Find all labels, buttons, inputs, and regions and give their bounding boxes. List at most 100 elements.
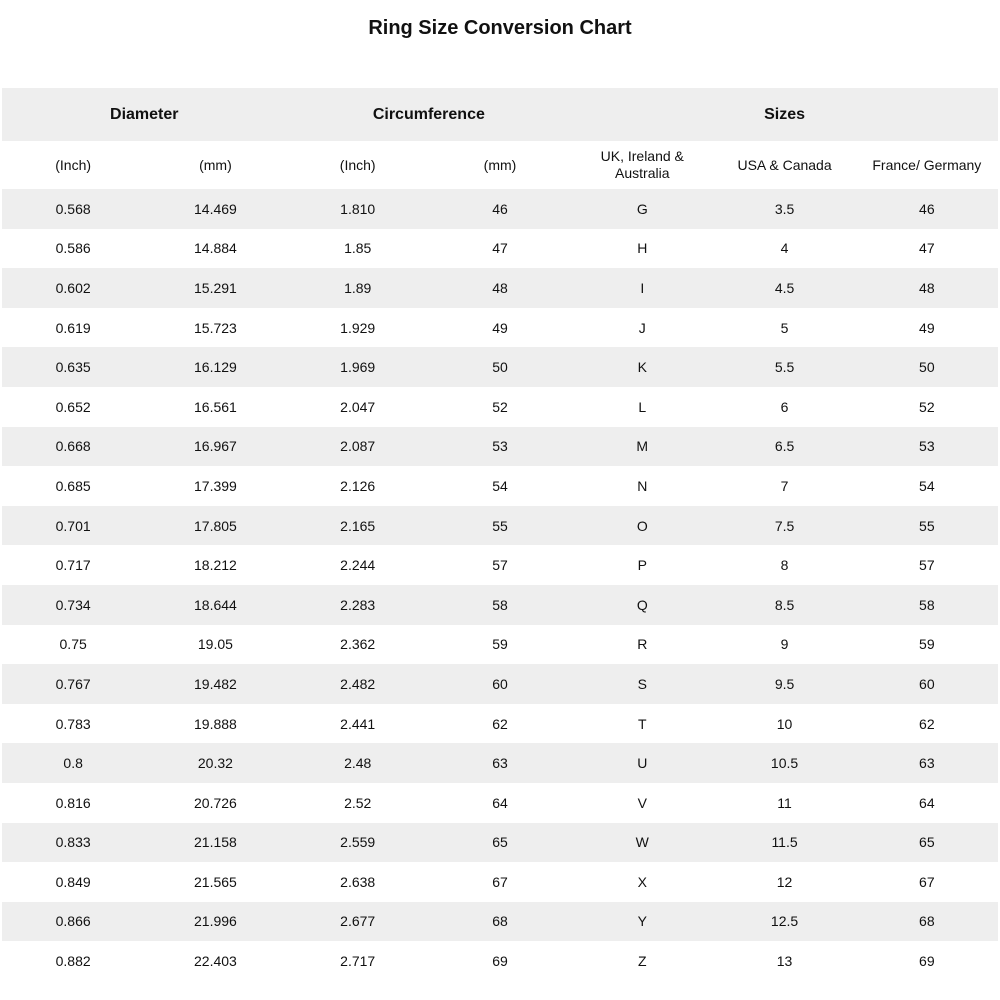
cell-usa-size: 9.5	[713, 664, 856, 704]
cell-usa-size: 4.5	[713, 268, 856, 308]
cell-uk-size: W	[571, 822, 714, 863]
cell-france-size: 68	[855, 901, 998, 942]
cell-france-size: 60	[855, 664, 998, 704]
sub-header-diameter-mm: (mm)	[144, 141, 287, 189]
cell-diameter-mm: 18.644	[144, 584, 287, 625]
cell-diameter-mm: 16.561	[194, 398, 237, 415]
cell-uk-size: Z	[637, 953, 647, 970]
cell-uk-size: S	[571, 664, 714, 704]
cell-diameter-inch: 0.619	[55, 319, 91, 336]
table-row: 0.568 14.469 1.810 46 G 3.5 46	[2, 189, 998, 229]
sub-header-usa: USA & Canada	[713, 141, 856, 189]
table-row: 0.685 17.399 2.126 54 N 7 54	[2, 466, 998, 506]
cell-circumference-mm: 58	[428, 584, 572, 625]
cell-circumference-mm: 63	[428, 743, 572, 783]
cell-diameter-mm: 19.888	[194, 715, 237, 732]
cell-diameter-mm: 20.726	[194, 794, 237, 811]
cell-diameter-mm: 14.469	[144, 189, 287, 229]
cell-diameter-inch: 0.833	[2, 822, 145, 863]
cell-uk-size: T	[637, 715, 647, 732]
cell-uk-size: G	[571, 189, 714, 229]
cell-circumference-mm: 68	[428, 901, 572, 942]
cell-diameter-mm: 21.996	[144, 901, 287, 942]
cell-uk-size: N	[637, 477, 648, 494]
cell-diameter-inch: 0.767	[2, 664, 145, 704]
cell-uk-size: H	[637, 240, 648, 257]
cell-diameter-mm: 17.399	[194, 477, 237, 494]
table-row: 0.833 21.158 2.559 65 W 11.5 65	[2, 822, 998, 863]
cell-usa-size: 3.5	[713, 189, 856, 229]
table-row: 0.602 15.291 1.89 48 I 4.5 48	[2, 268, 998, 308]
cell-uk-size: K	[571, 347, 714, 387]
cell-circumference-mm: 69	[492, 953, 508, 970]
cell-diameter-mm: 19.482	[144, 664, 287, 704]
cell-uk-size: L	[638, 398, 647, 415]
cell-uk-size: M	[571, 426, 714, 467]
cell-diameter-inch: 0.668	[2, 426, 145, 467]
cell-france-size: 62	[919, 715, 935, 732]
cell-usa-size: 8	[780, 557, 789, 574]
cell-diameter-inch: 0.685	[55, 477, 91, 494]
cell-diameter-inch: 0.849	[55, 873, 91, 890]
cell-circumference-mm: 60	[428, 664, 572, 704]
cell-diameter-mm: 19.05	[197, 636, 233, 653]
cell-circumference-inch: 2.087	[286, 426, 429, 467]
cell-circumference-mm: 55	[428, 505, 572, 546]
cell-diameter-mm: 21.158	[144, 822, 287, 863]
cell-usa-size: 5.5	[713, 347, 856, 387]
cell-diameter-inch: 0.734	[2, 584, 145, 625]
cell-diameter-mm: 17.805	[144, 505, 287, 546]
cell-uk-size: J	[638, 319, 646, 336]
cell-france-size: 55	[855, 505, 998, 546]
cell-usa-size: 11	[777, 794, 792, 811]
cell-usa-size: 10	[776, 715, 793, 732]
cell-uk-size: X	[637, 873, 647, 890]
cell-usa-size: 5	[780, 319, 789, 336]
cell-diameter-mm: 14.884	[194, 240, 237, 257]
table-row: 0.619 15.723 1.929 49 J 5 49	[2, 308, 998, 348]
cell-usa-size: 11.5	[713, 822, 856, 863]
table-row: 0.701 17.805 2.165 55 O 7.5 55	[2, 505, 998, 546]
cell-diameter-inch: 0.586	[55, 240, 91, 257]
cell-circumference-inch: 2.441	[340, 715, 376, 732]
cell-diameter-mm: 15.291	[144, 268, 287, 308]
cell-diameter-mm: 20.32	[144, 743, 287, 783]
cell-circumference-mm: 67	[492, 873, 508, 890]
cell-circumference-inch: 2.283	[286, 584, 429, 625]
cell-circumference-inch: 2.52	[344, 794, 372, 811]
cell-diameter-inch: 0.717	[55, 557, 91, 574]
table-row: 0.668 16.967 2.087 53 M 6.5 53	[2, 426, 998, 467]
cell-diameter-mm: 16.967	[144, 426, 287, 467]
cell-diameter-inch: 0.783	[55, 715, 91, 732]
table-row: 0.586 14.884 1.85 47 H 4 47	[2, 229, 998, 269]
cell-circumference-inch: 1.929	[340, 319, 376, 336]
cell-usa-size: 9	[780, 636, 789, 653]
cell-diameter-mm: 22.403	[194, 953, 237, 970]
table-row: 0.866 21.996 2.677 68 Y 12.5 68	[2, 901, 998, 942]
cell-circumference-inch: 2.362	[340, 636, 376, 653]
cell-circumference-mm: 65	[428, 822, 572, 863]
cell-uk-size: I	[571, 268, 714, 308]
cell-circumference-inch: 2.482	[286, 664, 429, 704]
cell-circumference-inch: 2.126	[340, 477, 376, 494]
cell-diameter-inch: 0.75	[59, 636, 87, 653]
cell-france-size: 49	[919, 319, 935, 336]
cell-usa-size: 10.5	[713, 743, 856, 783]
cell-france-size: 69	[919, 953, 935, 970]
cell-circumference-mm: 53	[428, 426, 572, 467]
header-sizes: Sizes	[571, 88, 998, 141]
cell-diameter-inch: 0.602	[2, 268, 145, 308]
cell-france-size: 67	[919, 873, 935, 890]
sub-header-row: (Inch) (mm) (Inch) (mm) UK, Ireland & Au…	[2, 141, 998, 189]
table-row: 0.767 19.482 2.482 60 S 9.5 60	[2, 664, 998, 704]
cell-usa-size: 12.5	[713, 901, 856, 942]
cell-circumference-mm: 52	[492, 398, 508, 415]
cell-france-size: 46	[855, 189, 998, 229]
cell-france-size: 47	[919, 240, 935, 257]
cell-diameter-inch: 0.635	[2, 347, 145, 387]
cell-circumference-mm: 48	[428, 268, 572, 308]
header-circumference: Circumference	[286, 88, 572, 141]
cell-circumference-inch: 2.559	[286, 822, 429, 863]
cell-france-size: 59	[919, 636, 935, 653]
cell-france-size: 50	[855, 347, 998, 387]
